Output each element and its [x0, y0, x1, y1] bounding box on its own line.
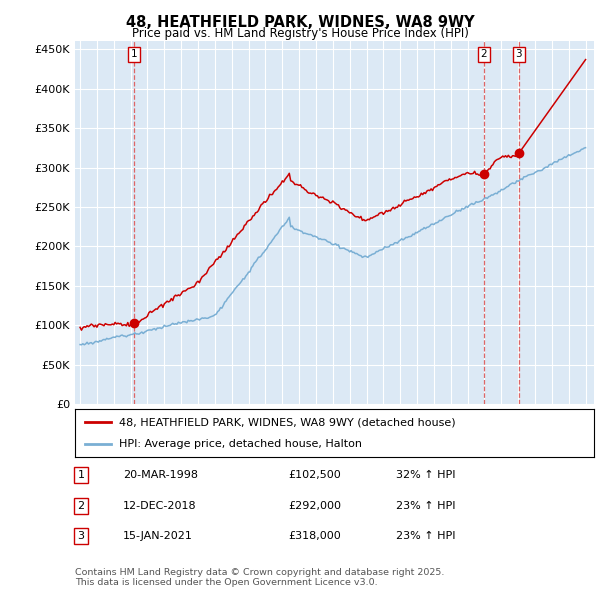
Text: 2: 2 — [77, 501, 85, 510]
Text: Contains HM Land Registry data © Crown copyright and database right 2025.
This d: Contains HM Land Registry data © Crown c… — [75, 568, 445, 587]
Text: HPI: Average price, detached house, Halton: HPI: Average price, detached house, Halt… — [119, 439, 362, 449]
Text: 23% ↑ HPI: 23% ↑ HPI — [396, 501, 455, 510]
Text: 20-MAR-1998: 20-MAR-1998 — [123, 470, 198, 480]
Text: 15-JAN-2021: 15-JAN-2021 — [123, 532, 193, 541]
Text: Price paid vs. HM Land Registry's House Price Index (HPI): Price paid vs. HM Land Registry's House … — [131, 27, 469, 40]
Text: £102,500: £102,500 — [288, 470, 341, 480]
Text: 32% ↑ HPI: 32% ↑ HPI — [396, 470, 455, 480]
Text: 2: 2 — [481, 49, 487, 59]
Text: 1: 1 — [77, 470, 85, 480]
Text: 3: 3 — [515, 49, 522, 59]
Text: 12-DEC-2018: 12-DEC-2018 — [123, 501, 197, 510]
Text: 48, HEATHFIELD PARK, WIDNES, WA8 9WY (detached house): 48, HEATHFIELD PARK, WIDNES, WA8 9WY (de… — [119, 417, 456, 427]
Text: £292,000: £292,000 — [288, 501, 341, 510]
Text: 3: 3 — [77, 532, 85, 541]
Text: £318,000: £318,000 — [288, 532, 341, 541]
Text: 1: 1 — [131, 49, 137, 59]
Text: 48, HEATHFIELD PARK, WIDNES, WA8 9WY: 48, HEATHFIELD PARK, WIDNES, WA8 9WY — [125, 15, 475, 30]
Text: 23% ↑ HPI: 23% ↑ HPI — [396, 532, 455, 541]
